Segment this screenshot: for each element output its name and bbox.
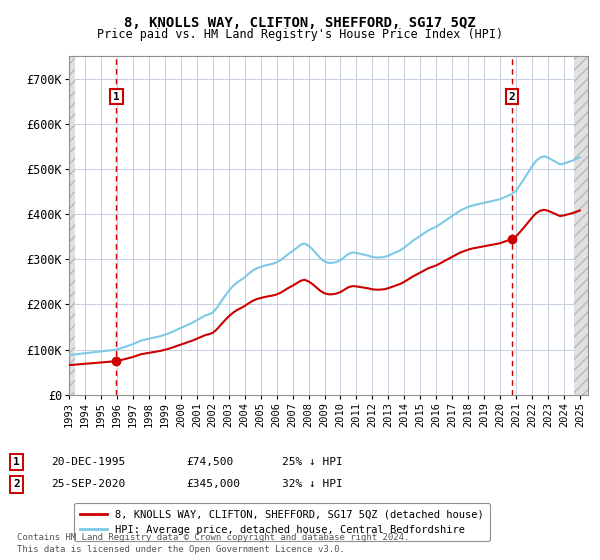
Text: £345,000: £345,000 [186,479,240,489]
Text: 1: 1 [113,92,120,102]
Text: 25-SEP-2020: 25-SEP-2020 [51,479,125,489]
Text: 2: 2 [508,92,515,102]
Text: 8, KNOLLS WAY, CLIFTON, SHEFFORD, SG17 5QZ: 8, KNOLLS WAY, CLIFTON, SHEFFORD, SG17 5… [124,16,476,30]
Text: £74,500: £74,500 [186,457,233,467]
Bar [69,56,76,395]
Text: 1: 1 [13,457,20,467]
Text: 20-DEC-1995: 20-DEC-1995 [51,457,125,467]
Text: 32% ↓ HPI: 32% ↓ HPI [282,479,343,489]
Text: Contains HM Land Registry data © Crown copyright and database right 2024.
This d: Contains HM Land Registry data © Crown c… [17,533,409,554]
Text: 25% ↓ HPI: 25% ↓ HPI [282,457,343,467]
Text: Price paid vs. HM Land Registry's House Price Index (HPI): Price paid vs. HM Land Registry's House … [97,28,503,41]
Legend: 8, KNOLLS WAY, CLIFTON, SHEFFORD, SG17 5QZ (detached house), HPI: Average price,: 8, KNOLLS WAY, CLIFTON, SHEFFORD, SG17 5… [74,503,490,541]
Text: 2: 2 [13,479,20,489]
Bar [574,56,588,395]
